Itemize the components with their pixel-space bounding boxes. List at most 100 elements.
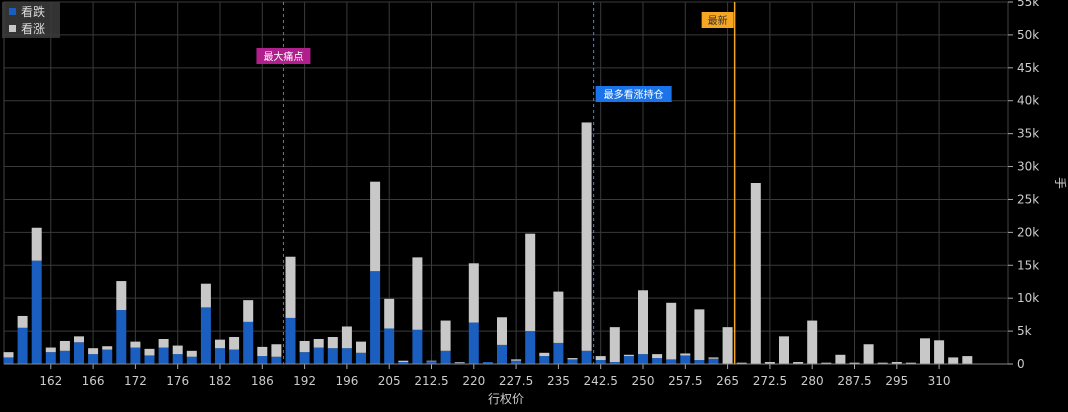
legend-item-call[interactable]: 看涨 bbox=[2, 20, 60, 36]
bar-call bbox=[426, 360, 437, 362]
x-tick-label: 166 bbox=[82, 374, 105, 388]
bar-put bbox=[539, 356, 550, 364]
bar-call bbox=[3, 352, 14, 358]
bar-put bbox=[567, 359, 578, 364]
bar-put bbox=[285, 317, 296, 364]
bar-call bbox=[243, 300, 254, 322]
bar-put bbox=[257, 356, 268, 364]
x-tick-label: 162 bbox=[39, 374, 62, 388]
bar-call bbox=[623, 354, 634, 357]
bar-put bbox=[45, 352, 56, 364]
bar-put bbox=[144, 355, 155, 364]
bar-put bbox=[454, 362, 465, 364]
x-tick-label: 220 bbox=[462, 374, 485, 388]
bar-call bbox=[313, 338, 324, 348]
x-tick-label: 310 bbox=[928, 374, 951, 388]
y-tick-label: 55k bbox=[1017, 0, 1039, 9]
bar-call bbox=[652, 354, 663, 359]
annotation-tag bbox=[701, 12, 734, 28]
bar-put bbox=[652, 358, 663, 364]
x-tick-label: 172 bbox=[124, 374, 147, 388]
x-tick-label: 250 bbox=[632, 374, 655, 388]
bar-put bbox=[215, 348, 225, 364]
bar-call bbox=[398, 360, 409, 363]
bar-call bbox=[130, 341, 141, 348]
bar-call bbox=[920, 338, 930, 364]
bar-put bbox=[271, 356, 282, 364]
bar-put bbox=[130, 347, 141, 364]
bar-call bbox=[172, 345, 183, 355]
bar-put bbox=[186, 356, 197, 364]
bar-put bbox=[3, 357, 14, 364]
bar-call bbox=[553, 291, 564, 343]
bar-call bbox=[666, 302, 677, 360]
legend-item-put[interactable]: 看跌 bbox=[2, 3, 60, 19]
bar-call bbox=[863, 344, 874, 364]
bar-call bbox=[891, 362, 902, 364]
bar-call bbox=[595, 356, 606, 361]
legend-swatch-put bbox=[9, 7, 16, 15]
bar-call bbox=[88, 348, 99, 355]
bar-call bbox=[567, 358, 578, 360]
bar-put bbox=[384, 328, 395, 364]
x-tick-label: 295 bbox=[885, 374, 908, 388]
bar-put bbox=[511, 360, 522, 364]
x-tick-label: 176 bbox=[166, 374, 189, 388]
y-tick-label: 10k bbox=[1017, 291, 1039, 305]
bar-put bbox=[398, 362, 409, 364]
bar-call bbox=[257, 346, 268, 357]
bar-put bbox=[172, 354, 183, 364]
bar-call bbox=[17, 315, 28, 328]
annotation-label: 最多看涨持仓 bbox=[604, 88, 664, 101]
bar-call bbox=[186, 350, 197, 357]
bar-call bbox=[934, 340, 945, 364]
bar-call bbox=[849, 362, 860, 364]
bar-call bbox=[215, 339, 225, 349]
bar-call bbox=[948, 357, 959, 364]
x-tick-label: 287.5 bbox=[837, 374, 871, 388]
bar-call bbox=[454, 362, 465, 363]
y-tick-label: 50k bbox=[1017, 28, 1039, 42]
x-tick-label: 192 bbox=[293, 374, 316, 388]
x-tick-label: 205 bbox=[378, 374, 401, 388]
bar-call bbox=[736, 362, 747, 364]
bar-call bbox=[525, 233, 536, 332]
annotation-label: 最大痛点 bbox=[263, 50, 303, 63]
bar-call bbox=[708, 357, 719, 359]
bar-call bbox=[200, 283, 211, 308]
plot-area bbox=[3, 1, 1009, 365]
bar-call bbox=[229, 337, 240, 350]
y-tick-label: 20k bbox=[1017, 225, 1039, 239]
bar-put bbox=[370, 271, 381, 364]
x-tick-label: 186 bbox=[251, 374, 274, 388]
x-tick-label: 212.5 bbox=[414, 374, 448, 388]
bar-put bbox=[31, 260, 42, 364]
bar-call bbox=[341, 326, 352, 349]
bar-put bbox=[341, 348, 352, 364]
bar-call bbox=[370, 181, 381, 272]
bar-put bbox=[666, 359, 677, 364]
bar-put bbox=[595, 360, 606, 364]
bar-put bbox=[200, 307, 211, 364]
bar-put bbox=[356, 352, 366, 364]
bar-call bbox=[764, 362, 775, 364]
bar-call bbox=[31, 227, 42, 261]
bar-put bbox=[440, 350, 451, 364]
bar-call bbox=[412, 257, 423, 330]
bar-put bbox=[468, 322, 479, 364]
legend-label-call: 看涨 bbox=[21, 21, 46, 36]
bar-call bbox=[680, 353, 691, 356]
y-tick-label: 5k bbox=[1017, 324, 1032, 338]
bar-call bbox=[722, 327, 733, 364]
x-tick-label: 182 bbox=[209, 374, 232, 388]
x-tick-label: 196 bbox=[335, 374, 358, 388]
bar-call bbox=[440, 320, 451, 351]
bar-put bbox=[638, 354, 648, 364]
y-tick-label: 35k bbox=[1017, 127, 1039, 141]
bar-call bbox=[116, 281, 127, 311]
bar-call bbox=[59, 340, 70, 351]
bar-call bbox=[638, 290, 648, 355]
bar-put bbox=[313, 347, 324, 364]
bar-put bbox=[229, 349, 240, 364]
